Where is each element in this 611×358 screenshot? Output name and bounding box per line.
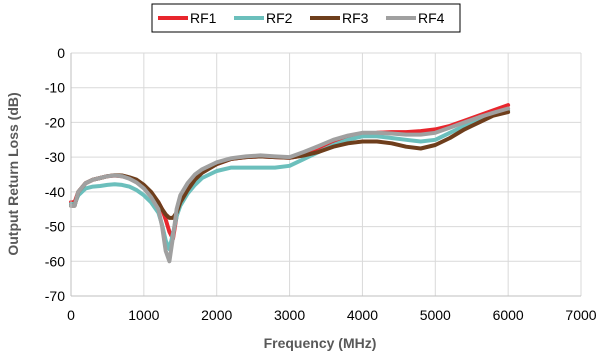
y-tick-label: -30 — [45, 149, 65, 165]
y-tick-label: -20 — [45, 114, 65, 130]
y-tick-label: -70 — [45, 288, 65, 304]
y-tick-label: -10 — [45, 80, 65, 96]
x-tick-label: 3000 — [274, 307, 305, 323]
x-tick-label: 2000 — [201, 307, 232, 323]
legend-label-rf4: RF4 — [418, 10, 445, 26]
x-tick-label: 6000 — [493, 307, 524, 323]
legend: RF1 RF2 RF3 RF4 — [151, 3, 461, 33]
legend-label-rf2: RF2 — [266, 10, 293, 26]
grid — [71, 52, 582, 296]
y-tick-label: -40 — [45, 184, 65, 200]
x-tick-label: 4000 — [347, 307, 378, 323]
x-tick-label: 5000 — [420, 307, 451, 323]
y-axis-title: Output Return Loss (dB) — [5, 92, 21, 255]
series-group — [69, 103, 511, 264]
x-tick-label: 1000 — [128, 307, 159, 323]
y-tick-label: -50 — [45, 219, 65, 235]
axes: 0-10-20-30-40-50-60-700 1000 2000 3000 4000 5… — [45, 45, 597, 323]
series-line-rf4 — [69, 106, 511, 264]
x-tick-label: 7000 — [565, 307, 596, 323]
y-tick-label: 0 — [57, 45, 65, 61]
x-axis-title: Frequency (MHz) — [264, 335, 377, 351]
legend-label-rf3: RF3 — [342, 10, 369, 26]
y-tick-label: -60 — [45, 253, 65, 269]
series-line-rf2 — [69, 108, 511, 252]
legend-label-rf1: RF1 — [190, 10, 217, 26]
x-tick-label: 0 — [67, 307, 75, 323]
